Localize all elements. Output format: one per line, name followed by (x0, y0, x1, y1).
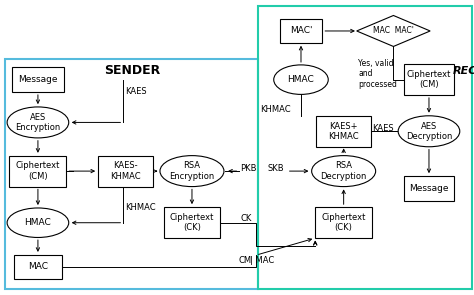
Text: MAC  MAC': MAC MAC' (373, 27, 414, 35)
Ellipse shape (274, 65, 328, 94)
Text: CM: CM (238, 256, 252, 265)
Text: Yes, valid
and
processed: Yes, valid and processed (358, 59, 397, 89)
Text: Ciphertext
(CK): Ciphertext (CK) (170, 213, 214, 232)
Ellipse shape (160, 156, 224, 187)
Text: AES
Encryption: AES Encryption (15, 113, 61, 132)
FancyBboxPatch shape (280, 19, 322, 43)
Ellipse shape (311, 156, 375, 187)
Text: REC: REC (453, 66, 474, 76)
Text: KAES: KAES (126, 87, 147, 96)
Ellipse shape (398, 116, 460, 147)
FancyBboxPatch shape (164, 207, 220, 238)
FancyBboxPatch shape (14, 255, 62, 279)
Text: RSA
Decryption: RSA Decryption (320, 161, 367, 181)
Text: KAES: KAES (373, 124, 394, 133)
Polygon shape (356, 16, 430, 47)
Text: Message: Message (18, 75, 58, 84)
Text: KHMAC: KHMAC (126, 204, 156, 212)
FancyBboxPatch shape (315, 207, 372, 238)
FancyBboxPatch shape (9, 156, 66, 187)
Text: SENDER: SENDER (104, 64, 161, 77)
Ellipse shape (7, 208, 69, 237)
FancyBboxPatch shape (404, 176, 454, 201)
FancyBboxPatch shape (316, 116, 371, 147)
Text: Ciphertext
(CM): Ciphertext (CM) (407, 70, 451, 89)
Text: Message: Message (409, 184, 449, 193)
Text: PKB: PKB (240, 164, 257, 173)
Text: Ciphertext
(CK): Ciphertext (CK) (321, 213, 366, 232)
Text: Ciphertext
(CM): Ciphertext (CM) (16, 161, 60, 181)
Text: MAC': MAC' (290, 27, 312, 35)
Text: KAES+
KHMAC: KAES+ KHMAC (328, 122, 359, 141)
Text: RSA
Encryption: RSA Encryption (169, 161, 215, 181)
Text: SKB: SKB (268, 164, 284, 173)
Text: HMAC: HMAC (25, 218, 51, 227)
Text: | MAC: | MAC (250, 256, 274, 265)
Text: KAES-
KHMAC: KAES- KHMAC (110, 161, 141, 181)
Text: AES
Decryption: AES Decryption (406, 122, 452, 141)
Ellipse shape (7, 107, 69, 138)
Text: MAC: MAC (28, 263, 48, 271)
FancyBboxPatch shape (404, 64, 454, 95)
Text: KHMAC: KHMAC (260, 105, 291, 114)
FancyBboxPatch shape (12, 67, 64, 92)
FancyBboxPatch shape (99, 156, 153, 187)
Text: CK: CK (240, 214, 252, 223)
Text: HMAC: HMAC (288, 75, 314, 84)
